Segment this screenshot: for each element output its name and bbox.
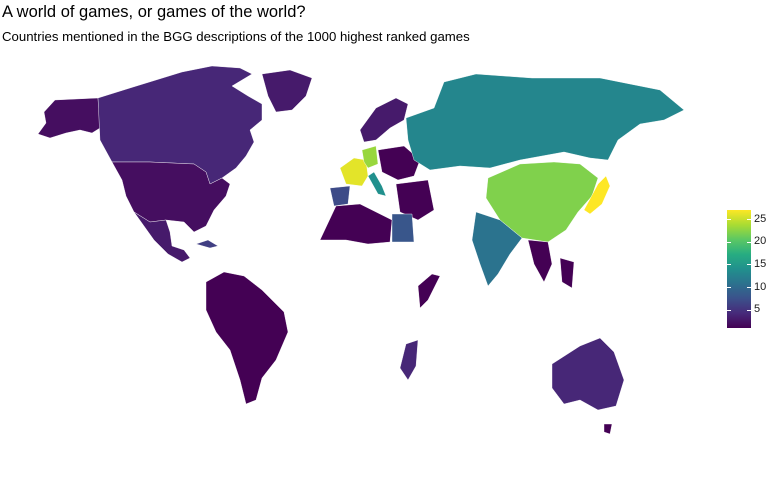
country-australia bbox=[551, 337, 625, 411]
country-russia bbox=[405, 73, 685, 171]
country-middle-east bbox=[395, 179, 435, 221]
legend-tick-mark bbox=[747, 219, 751, 221]
map-title: A world of games, or games of the world? bbox=[2, 3, 306, 21]
country-scandinavia bbox=[359, 97, 409, 143]
country-east-africa bbox=[417, 273, 441, 309]
country-eastern-europe bbox=[377, 145, 421, 181]
legend-tick-mark bbox=[727, 287, 731, 289]
country-spain bbox=[329, 185, 351, 207]
legend-tick-mark bbox=[747, 241, 751, 243]
country-se-asia bbox=[527, 239, 553, 283]
legend-tick-mark bbox=[727, 219, 731, 221]
legend-tick-label: 25 bbox=[754, 212, 767, 225]
country-france bbox=[339, 157, 369, 187]
country-alaska bbox=[37, 97, 101, 139]
legend-tick-mark bbox=[747, 287, 751, 289]
country-germany bbox=[361, 145, 379, 169]
legend-tick-label: 5 bbox=[754, 303, 761, 316]
country-north-africa bbox=[319, 203, 393, 245]
legend-tick-mark bbox=[747, 264, 751, 266]
legend-tick-label: 10 bbox=[754, 280, 767, 293]
legend-tick-mark bbox=[747, 309, 751, 311]
country-tasmania bbox=[603, 423, 613, 435]
legend-color-bar bbox=[727, 210, 751, 328]
map-subtitle: Countries mentioned in the BGG descripti… bbox=[2, 29, 470, 44]
country-south-america bbox=[205, 271, 289, 405]
legend-tick-label: 20 bbox=[754, 235, 767, 248]
legend-tick-mark bbox=[727, 309, 731, 311]
country-japan bbox=[583, 175, 611, 215]
legend-tick-mark bbox=[727, 264, 731, 266]
country-philippines bbox=[559, 257, 575, 289]
country-mexico bbox=[133, 211, 191, 263]
country-madagascar bbox=[399, 339, 419, 381]
country-greenland bbox=[261, 69, 313, 113]
country-cuba bbox=[195, 239, 219, 249]
legend-tick-label: 15 bbox=[754, 257, 767, 270]
country-egypt bbox=[391, 213, 415, 243]
country-italy bbox=[367, 171, 387, 197]
country-usa bbox=[111, 161, 231, 233]
country-india bbox=[471, 211, 523, 287]
legend-tick-mark bbox=[727, 241, 731, 243]
color-legend: 25 20 15 10 5 bbox=[727, 210, 771, 330]
